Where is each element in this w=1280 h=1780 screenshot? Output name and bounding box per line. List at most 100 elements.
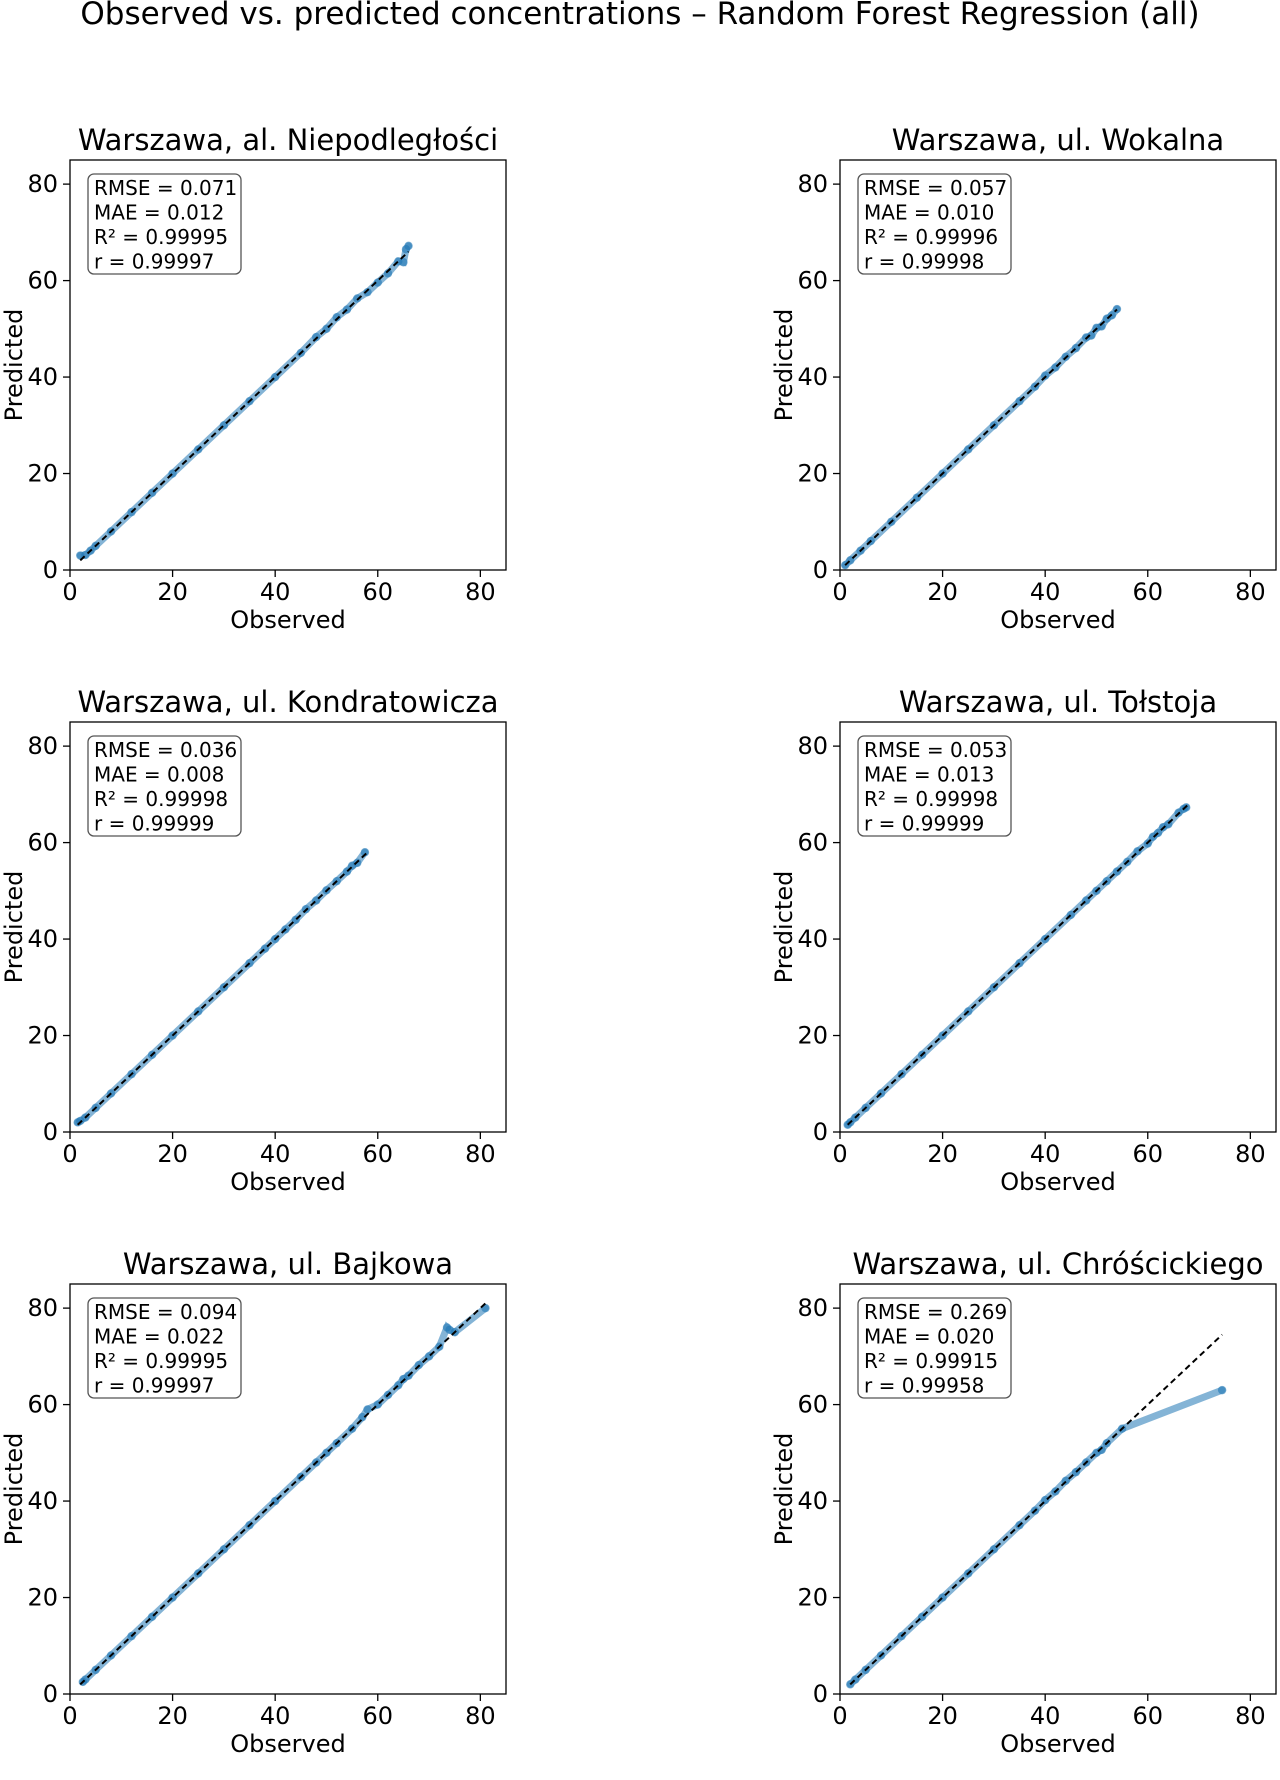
point-cloud — [841, 305, 1121, 569]
metric-line: MAE = 0.013 — [864, 763, 994, 787]
y-tick-label: 0 — [43, 1680, 58, 1708]
x-tick-label: 80 — [465, 1702, 496, 1730]
y-tick-label: 40 — [797, 925, 828, 953]
y-axis-label: Predicted — [770, 309, 798, 422]
subplot-2: Warszawa, ul. Wokalna 00 20 20 40 40 60 60 80 80 O… — [770, 123, 1277, 634]
x-tick-label: 80 — [465, 578, 496, 606]
y-tick-label: 60 — [797, 267, 828, 295]
y-tick-label: 80 — [27, 170, 58, 198]
x-tick-label: 60 — [1132, 1140, 1163, 1168]
x-tick-label: 0 — [62, 1702, 77, 1730]
y-tick-label: 80 — [797, 732, 828, 760]
y-tick-label: 60 — [797, 829, 828, 857]
x-axis-label: Observed — [230, 606, 345, 634]
y-tick-label: 20 — [27, 460, 58, 488]
x-tick-label: 0 — [832, 1140, 847, 1168]
x-tick-label: 40 — [1030, 1140, 1061, 1168]
y-tick-label: 40 — [797, 363, 828, 391]
y-tick-label: 40 — [27, 1487, 58, 1515]
metric-line: R² = 0.99998 — [94, 787, 228, 811]
subplot-6: Warszawa, ul. Chróścickiego 00 20 20 40 40 60 6… — [770, 1247, 1277, 1758]
x-tick-label: 40 — [1030, 578, 1061, 606]
subplot-title: Warszawa, ul. Wokalna — [892, 123, 1224, 157]
metrics-box — [857, 1297, 1012, 1399]
point-cloud — [74, 848, 369, 1126]
x-axis-label: Observed — [1000, 606, 1115, 634]
y-axis-label: Predicted — [770, 871, 798, 984]
y-tick-label: 60 — [797, 1391, 828, 1419]
metric-line: MAE = 0.012 — [94, 201, 224, 225]
x-tick-label: 40 — [260, 1702, 291, 1730]
x-tick-label: 20 — [157, 1140, 188, 1168]
metrics-box — [857, 735, 1012, 837]
x-tick-label: 80 — [1235, 578, 1266, 606]
x-tick-label: 20 — [927, 578, 958, 606]
x-axis-label: Observed — [230, 1730, 345, 1758]
x-axis-label: Observed — [1000, 1168, 1115, 1196]
y-tick-label: 0 — [813, 556, 828, 584]
metric-line: r = 0.99958 — [864, 1374, 984, 1398]
x-tick-label: 0 — [62, 578, 77, 606]
y-axis-label: Predicted — [0, 871, 28, 984]
subplot-title: Warszawa, ul. Tołstoja — [899, 685, 1217, 719]
subplot-4: Warszawa, ul. Tołstoja 00 20 20 40 40 60 60 80 80… — [770, 685, 1277, 1196]
axes-frame — [69, 721, 507, 1133]
x-tick-label: 40 — [260, 578, 291, 606]
subplot-5: Warszawa, ul. Bajkowa 00 20 20 40 40 60 60 80 80 O… — [0, 1247, 507, 1758]
metric-line: MAE = 0.020 — [864, 1325, 994, 1349]
y-tick-label: 40 — [27, 363, 58, 391]
figure-title: Observed vs. predicted concentrations – … — [80, 0, 1199, 32]
metrics-box — [87, 735, 242, 837]
y-tick-label: 80 — [27, 1294, 58, 1322]
metric-line: MAE = 0.008 — [94, 763, 224, 787]
y-tick-label: 0 — [813, 1118, 828, 1146]
metric-line: RMSE = 0.269 — [864, 1300, 1007, 1324]
y-axis-label: Predicted — [0, 309, 28, 422]
x-tick-label: 60 — [362, 578, 393, 606]
metric-line: R² = 0.99996 — [864, 225, 998, 249]
y-tick-label: 80 — [797, 170, 828, 198]
y-tick-label: 0 — [43, 1118, 58, 1146]
metric-line: R² = 0.99995 — [94, 225, 228, 249]
subplot-title: Warszawa, al. Niepodległości — [78, 123, 498, 157]
reference-line — [849, 1333, 1223, 1686]
x-tick-label: 0 — [62, 1140, 77, 1168]
axes-frame — [839, 159, 1277, 571]
x-tick-label: 60 — [1132, 1702, 1163, 1730]
metric-line: RMSE = 0.057 — [864, 176, 1007, 200]
metric-line: r = 0.99997 — [94, 1374, 214, 1398]
metric-line: RMSE = 0.071 — [94, 176, 237, 200]
y-tick-label: 20 — [797, 1584, 828, 1612]
subplot-title: Warszawa, ul. Kondratowicza — [77, 685, 498, 719]
point-cloud — [846, 1386, 1226, 1688]
x-tick-label: 0 — [832, 1702, 847, 1730]
metric-line: R² = 0.99998 — [864, 787, 998, 811]
y-tick-label: 0 — [813, 1680, 828, 1708]
metric-line: r = 0.99999 — [94, 812, 214, 836]
reference-line — [844, 308, 1118, 566]
axes-frame — [69, 1283, 507, 1695]
metric-line: MAE = 0.022 — [94, 1325, 224, 1349]
x-tick-label: 80 — [1235, 1702, 1266, 1730]
metric-line: RMSE = 0.053 — [864, 738, 1007, 762]
y-tick-label: 60 — [27, 267, 58, 295]
x-tick-label: 20 — [157, 1702, 188, 1730]
reference-line — [847, 803, 1190, 1126]
subplot-title: Warszawa, ul. Bajkowa — [123, 1247, 453, 1281]
y-tick-label: 20 — [27, 1584, 58, 1612]
metric-line: R² = 0.99915 — [864, 1349, 998, 1373]
metric-line: r = 0.99999 — [864, 812, 984, 836]
x-tick-label: 0 — [832, 578, 847, 606]
subplots: Warszawa, al. Niepodległości002020404060… — [0, 123, 1277, 1758]
x-axis-label: Observed — [230, 1168, 345, 1196]
y-tick-label: 0 — [43, 556, 58, 584]
x-tick-label: 20 — [927, 1140, 958, 1168]
metric-line: MAE = 0.010 — [864, 201, 994, 225]
x-tick-label: 20 — [927, 1702, 958, 1730]
metric-line: R² = 0.99995 — [94, 1349, 228, 1373]
subplot-title: Warszawa, ul. Chróścickiego — [853, 1247, 1264, 1281]
metric-line: RMSE = 0.094 — [94, 1300, 237, 1324]
x-tick-label: 40 — [1030, 1702, 1061, 1730]
x-tick-label: 60 — [362, 1140, 393, 1168]
